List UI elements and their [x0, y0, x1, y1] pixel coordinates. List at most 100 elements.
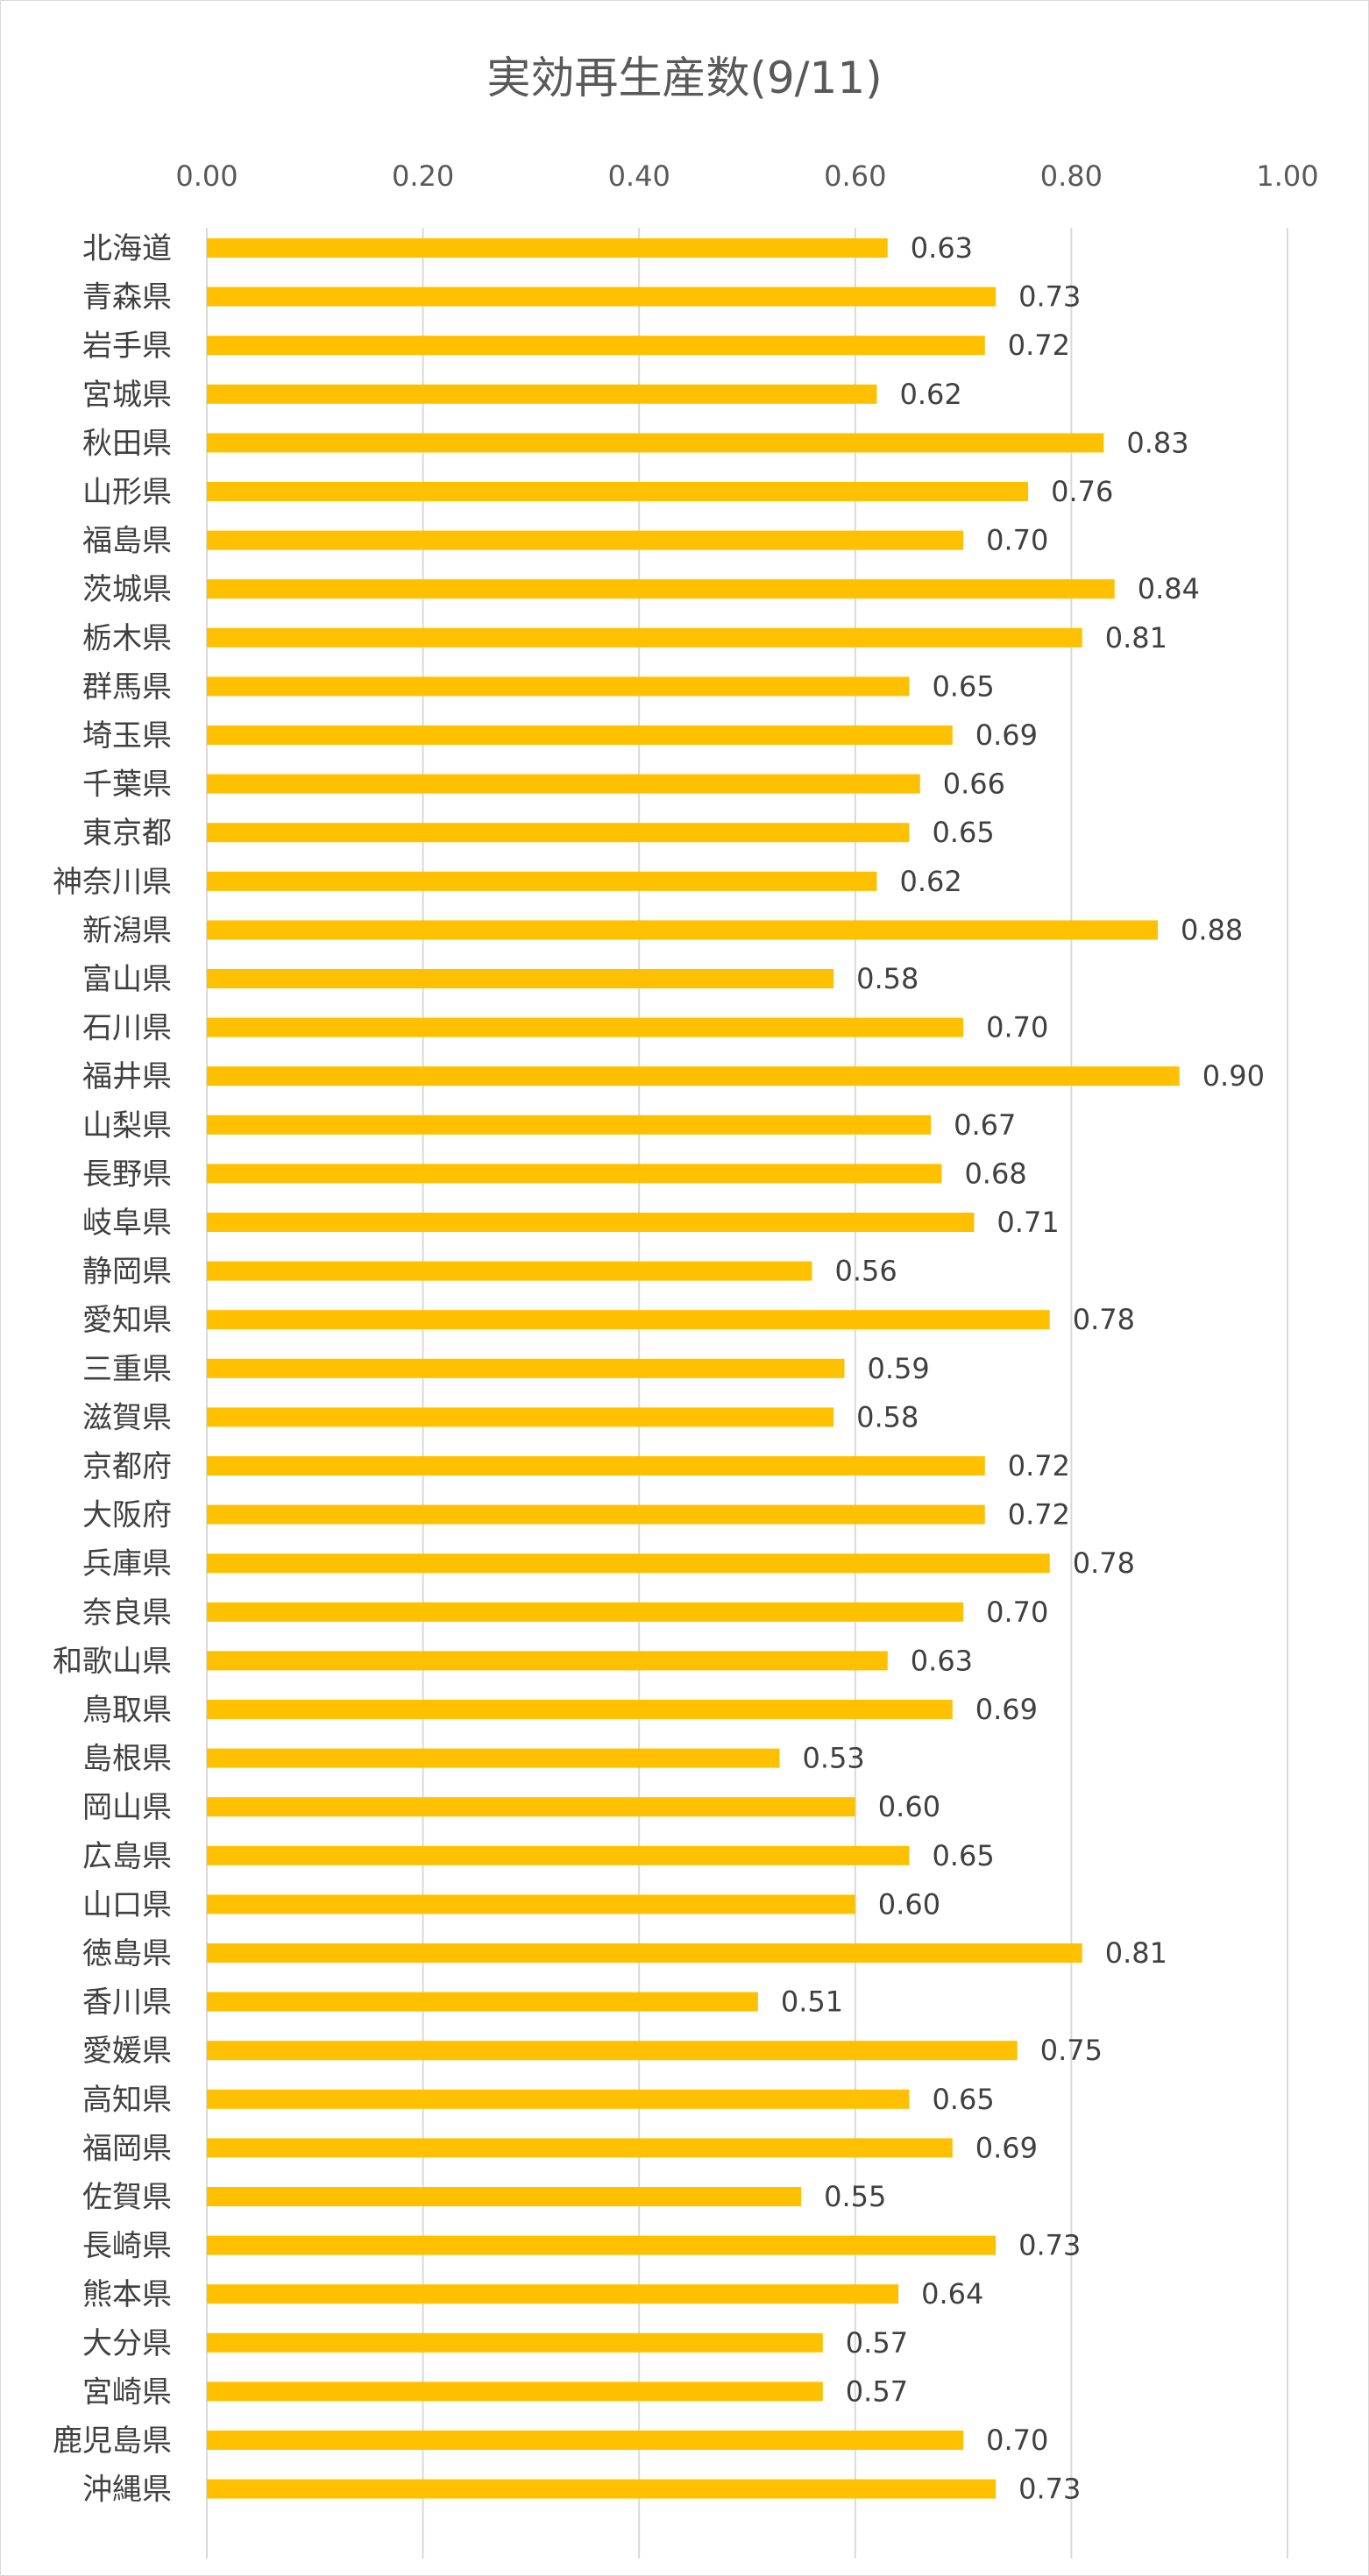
- bar: [207, 1651, 888, 1671]
- bar: [207, 238, 888, 258]
- bar: [207, 1115, 932, 1135]
- bar: [207, 2041, 1018, 2061]
- data-label: 0.84: [1138, 572, 1200, 605]
- bar: [207, 1894, 855, 1914]
- bar: [207, 1407, 834, 1427]
- category-labels: 北海道青森県岩手県宮城県秋田県山形県福島県茨城県栃木県群馬県埼玉県千葉県東京都神…: [53, 231, 172, 2508]
- bar: [207, 1700, 953, 1719]
- data-label: 0.88: [1181, 913, 1243, 946]
- category-label: 山口県: [82, 1887, 172, 1922]
- data-label: 0.70: [986, 1011, 1048, 1044]
- bar: [207, 920, 1159, 940]
- bar: [207, 1017, 964, 1037]
- category-label: 茨城県: [82, 572, 172, 607]
- bar: [207, 287, 997, 307]
- category-label: 埼玉県: [82, 718, 172, 754]
- data-label: 0.70: [986, 524, 1048, 557]
- category-label: 福井県: [82, 1059, 172, 1094]
- data-label: 0.56: [834, 1255, 897, 1288]
- category-label: 福岡県: [82, 2131, 172, 2166]
- data-label: 0.67: [954, 1108, 1016, 1142]
- data-label: 0.58: [856, 962, 919, 995]
- category-label: 沖縄県: [82, 2473, 172, 2508]
- category-label: 佐賀県: [82, 2180, 172, 2215]
- bar: [207, 823, 910, 843]
- category-label: 大分県: [82, 2326, 172, 2361]
- data-label: 0.55: [824, 2180, 886, 2213]
- category-label: 東京都: [82, 816, 172, 851]
- bar: [207, 530, 964, 550]
- category-label: 長崎県: [82, 2229, 172, 2264]
- bar: [207, 384, 877, 404]
- category-label: 愛媛県: [82, 2034, 172, 2069]
- category-label: 愛知県: [82, 1303, 172, 1338]
- category-label: 熊本県: [82, 2277, 172, 2312]
- category-label: 石川県: [82, 1011, 172, 1046]
- data-label: 0.78: [1073, 1546, 1135, 1580]
- x-tick-label: 0.60: [824, 159, 886, 193]
- data-label: 0.69: [975, 718, 1038, 752]
- data-label: 0.62: [899, 865, 961, 898]
- category-label: 秋田県: [82, 426, 172, 461]
- category-label: 京都府: [82, 1449, 172, 1484]
- data-label: 0.65: [932, 816, 994, 849]
- bar: [207, 627, 1082, 648]
- bar: [207, 969, 834, 988]
- bar: [207, 1261, 812, 1281]
- bar: [207, 2381, 823, 2402]
- bar: [207, 1164, 942, 1184]
- bar: [207, 1504, 985, 1525]
- category-label: 神奈川県: [53, 865, 172, 900]
- bar: [207, 2479, 997, 2499]
- data-label: 0.60: [878, 1887, 940, 1921]
- category-label: 香川県: [82, 1985, 172, 2020]
- data-label: 0.64: [921, 2277, 983, 2311]
- category-label: 鳥取県: [82, 1693, 172, 1728]
- category-label: 千葉県: [82, 768, 172, 803]
- bar: [207, 2187, 802, 2206]
- bar: [207, 1456, 985, 1476]
- category-label: 兵庫県: [82, 1546, 172, 1582]
- category-label: 富山県: [82, 962, 172, 997]
- category-label: 長野県: [82, 1157, 172, 1192]
- bar: [207, 725, 953, 745]
- data-label: 0.71: [997, 1206, 1059, 1239]
- category-label: 島根県: [82, 1742, 172, 1777]
- data-label: 0.66: [943, 768, 1005, 801]
- category-label: 高知県: [82, 2083, 172, 2118]
- data-label: 0.70: [986, 1596, 1048, 1629]
- category-label: 新潟県: [82, 913, 172, 948]
- gridlines: [206, 228, 1288, 2558]
- bar: [207, 2431, 964, 2450]
- data-label: 0.65: [932, 2083, 994, 2116]
- data-label: 0.69: [975, 2131, 1038, 2164]
- bars: [207, 238, 1180, 2499]
- bar: [207, 2332, 823, 2353]
- data-label: 0.75: [1040, 2034, 1103, 2067]
- data-label: 0.68: [964, 1157, 1026, 1190]
- category-label: 群馬県: [82, 669, 172, 704]
- data-label: 0.63: [911, 1644, 973, 1677]
- bar: [207, 579, 1115, 599]
- bar: [207, 1213, 975, 1232]
- bar: [207, 871, 877, 891]
- category-label: 大阪府: [82, 1498, 172, 1533]
- bar: [207, 1748, 780, 1768]
- data-label: 0.72: [1008, 329, 1070, 362]
- category-label: 三重県: [82, 1352, 172, 1387]
- category-label: 岩手県: [82, 329, 172, 364]
- data-label: 0.57: [846, 2374, 908, 2408]
- data-label: 0.73: [1018, 2473, 1081, 2506]
- category-label: 栃木県: [82, 621, 172, 656]
- category-label: 岡山県: [82, 1790, 172, 1825]
- bar: [207, 2138, 953, 2158]
- category-label: 滋賀県: [82, 1400, 172, 1435]
- bar: [207, 1553, 1050, 1574]
- bar: [207, 676, 910, 697]
- data-label: 0.53: [802, 1742, 864, 1775]
- category-label: 和歌山県: [53, 1644, 172, 1679]
- category-label: 広島県: [82, 1839, 172, 1874]
- bar: [207, 2235, 997, 2255]
- bar: [207, 2284, 899, 2304]
